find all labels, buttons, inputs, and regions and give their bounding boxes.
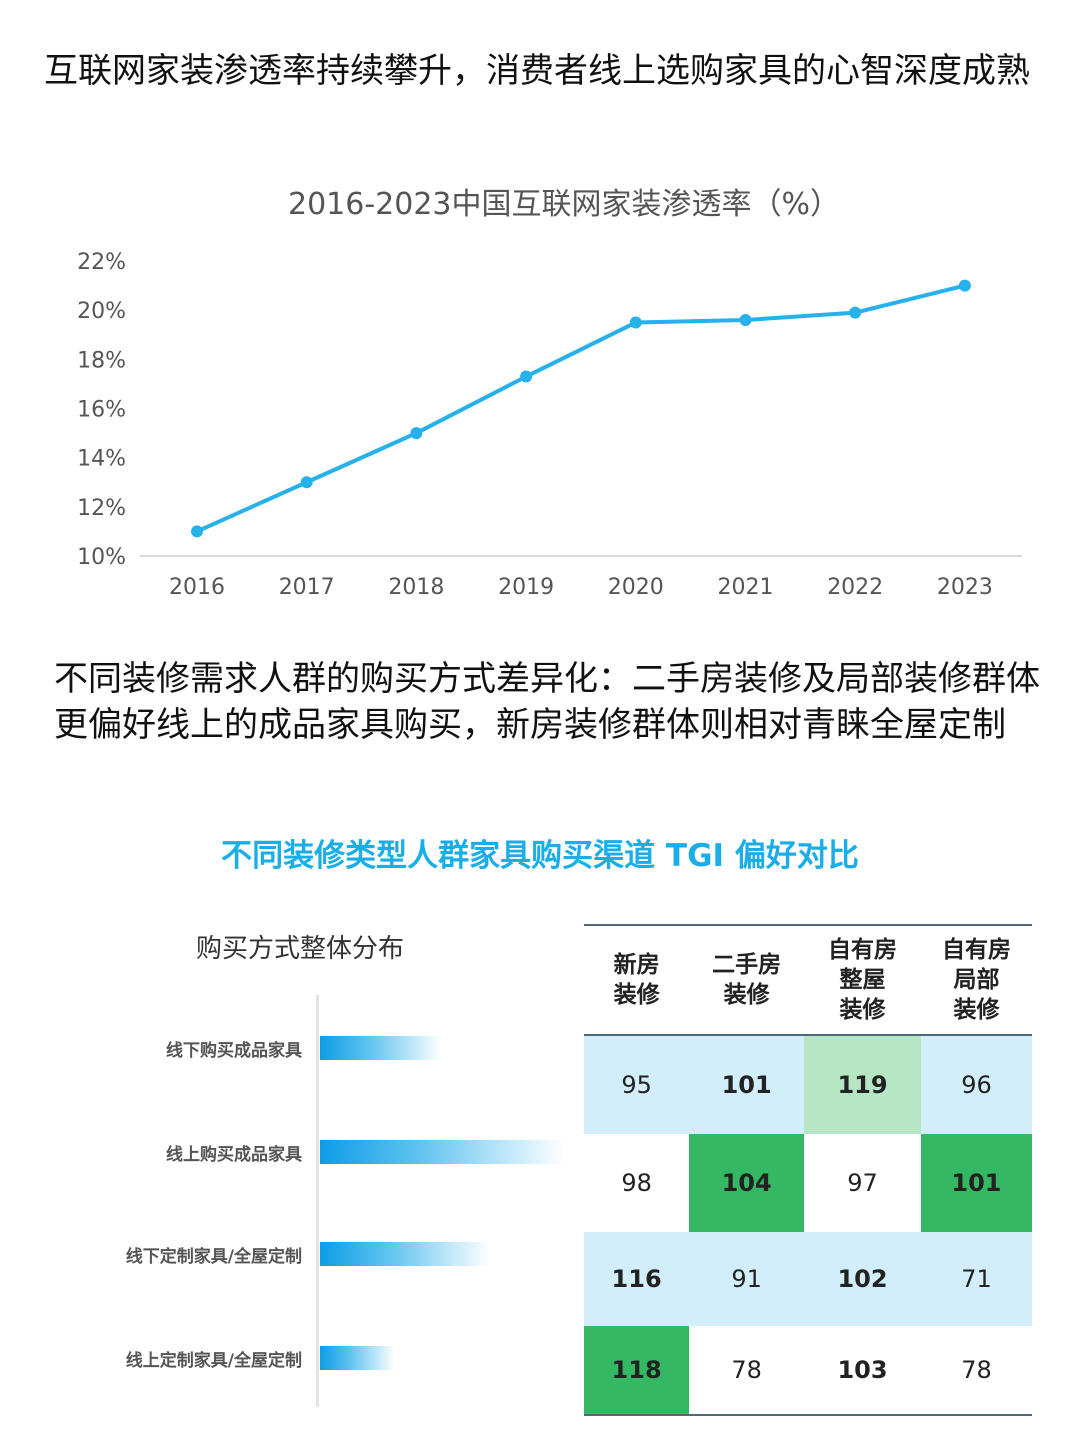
y-tick-label: 22% xyxy=(77,250,126,275)
distribution-bar xyxy=(320,1140,565,1164)
tgi-table: 新房 装修 二手房 装修 自有房 整屋 装修 自有房 局部 装修 95 101 119 96 98 1… xyxy=(584,924,1032,1416)
tgi-value-cell: 95 xyxy=(584,1035,690,1134)
tgi-value-cell: 101 xyxy=(920,1134,1032,1232)
tgi-value-cell: 71 xyxy=(920,1232,1032,1326)
data-point xyxy=(191,525,203,538)
y-tick-label: 14% xyxy=(77,447,126,472)
table-row: 116 91 102 71 xyxy=(584,1232,1032,1326)
data-point xyxy=(958,279,971,292)
data-point xyxy=(629,316,642,329)
x-tick-label: 2021 xyxy=(718,575,774,600)
distribution-bar xyxy=(320,1346,395,1370)
column-header: 自有房 局部 装修 xyxy=(920,925,1032,1036)
distribution-axis xyxy=(316,995,319,1407)
headline-penetration: 互联网家装渗透率持续攀升，消费者线上选购家具的心智深度成熟 xyxy=(44,51,1030,91)
distribution-title: 购买方式整体分布 xyxy=(196,934,405,964)
category-label: 线上定制家具/全屋定制 xyxy=(125,1351,302,1371)
tgi-value-cell: 78 xyxy=(731,1356,762,1384)
tgi-value-cell: 91 xyxy=(689,1232,805,1326)
tgi-title: 不同装修类型人群家具购买渠道 TGI 偏好对比 xyxy=(221,838,859,874)
tgi-value-cell: 101 xyxy=(689,1035,805,1134)
tgi-value-cell: 78 xyxy=(961,1356,992,1384)
data-point xyxy=(739,314,752,326)
y-tick-label: 20% xyxy=(77,299,126,324)
data-point xyxy=(300,476,313,489)
category-label: 线下定制家具/全屋定制 xyxy=(125,1247,302,1267)
category-label: 线下购买成品家具 xyxy=(166,1041,302,1061)
table-row: 98 104 97 101 xyxy=(584,1134,1032,1232)
tgi-value-cell: 103 xyxy=(837,1356,888,1384)
column-header: 新房 装修 xyxy=(584,925,690,1036)
tgi-value-cell: 97 xyxy=(847,1169,878,1197)
tgi-value-cell: 118 xyxy=(584,1326,690,1415)
data-point xyxy=(849,306,862,319)
tgi-value-cell: 116 xyxy=(584,1232,690,1326)
x-tick-label: 2022 xyxy=(827,575,883,600)
tgi-value-cell: 98 xyxy=(621,1169,652,1197)
series-line xyxy=(196,283,966,534)
x-tick-label: 2018 xyxy=(388,575,444,600)
data-point xyxy=(520,370,533,383)
distribution-bar xyxy=(320,1242,490,1266)
chart-title: 2016-2023中国互联网家装渗透率（%） xyxy=(288,187,840,222)
table-row: 95 101 119 96 xyxy=(584,1035,1032,1134)
penetration-line-chart: 2016-2023中国互联网家装渗透率（%） 10% 12% 14% 16% 18% 20… xyxy=(77,187,1022,600)
table-row: 118 78 103 78 xyxy=(584,1326,1032,1415)
y-tick-label: 18% xyxy=(77,348,126,373)
tgi-value-cell: 104 xyxy=(689,1134,805,1232)
tgi-value-cell: 96 xyxy=(920,1035,1032,1134)
y-tick-label: 12% xyxy=(77,496,126,521)
x-tick-label: 2016 xyxy=(169,575,225,600)
distribution-bar xyxy=(320,1036,442,1060)
column-header: 二手房 装修 xyxy=(689,925,805,1036)
category-label: 线上购买成品家具 xyxy=(166,1145,302,1165)
y-tick-label: 10% xyxy=(77,545,126,570)
column-header: 自有房 整屋 装修 xyxy=(804,925,921,1036)
headline-purchase-difference: 不同装修需求人群的购买方式差异化：二手房装修及局部装修群体更偏好线上的成品家具购… xyxy=(54,659,1040,745)
y-tick-label: 16% xyxy=(77,398,126,423)
x-tick-label: 2020 xyxy=(608,575,664,600)
x-tick-label: 2023 xyxy=(937,575,993,600)
data-point xyxy=(410,427,423,440)
table-header-row: 新房 装修 二手房 装修 自有房 整屋 装修 自有房 局部 装修 xyxy=(584,925,1032,1036)
tgi-value-cell: 102 xyxy=(804,1232,921,1326)
x-tick-label: 2017 xyxy=(279,575,335,600)
x-tick-label: 2019 xyxy=(498,575,554,600)
tgi-value-cell: 119 xyxy=(804,1035,921,1134)
